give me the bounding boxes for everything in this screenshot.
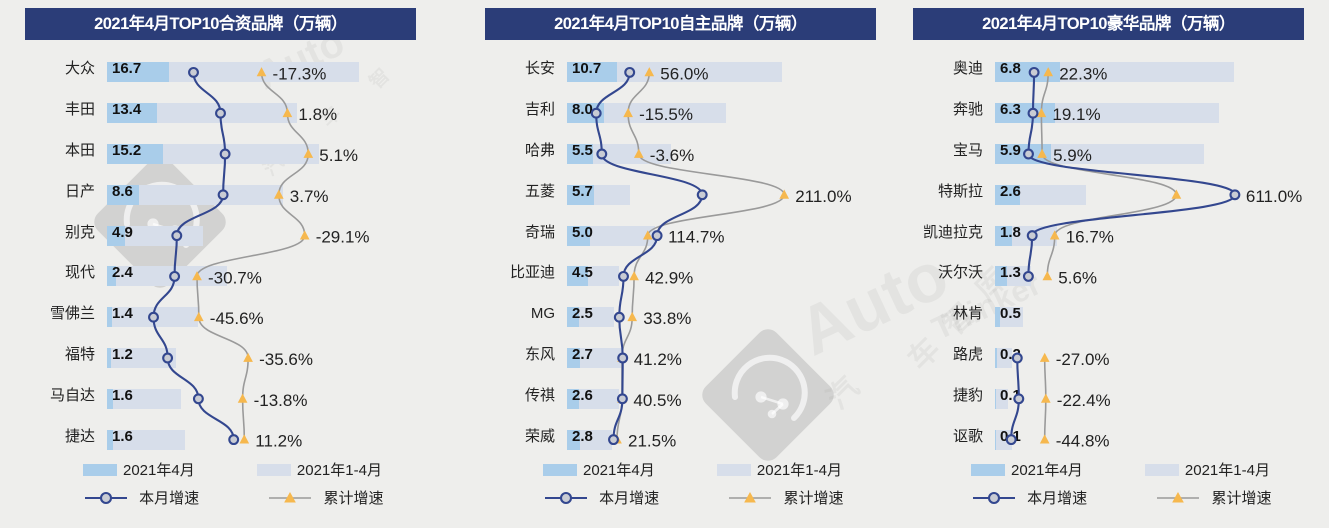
- svg-text:22.3%: 22.3%: [1059, 64, 1107, 83]
- svg-text:40.5%: 40.5%: [633, 391, 681, 410]
- svg-text:1.8%: 1.8%: [298, 105, 337, 124]
- svg-text:33.8%: 33.8%: [643, 309, 691, 328]
- svg-text:-22.4%: -22.4%: [1057, 391, 1111, 410]
- svg-text:114.7%: 114.7%: [668, 228, 724, 247]
- svg-text:-13.8%: -13.8%: [254, 391, 308, 410]
- svg-text:5.9%: 5.9%: [1053, 146, 1092, 165]
- svg-text:-35.6%: -35.6%: [259, 350, 313, 369]
- svg-text:11.2%: 11.2%: [255, 432, 302, 451]
- svg-text:-27.0%: -27.0%: [1056, 350, 1110, 369]
- svg-text:21.5%: 21.5%: [628, 432, 676, 451]
- svg-text:56.0%: 56.0%: [660, 64, 708, 83]
- svg-text:3.7%: 3.7%: [290, 187, 329, 206]
- svg-text:-45.6%: -45.6%: [210, 309, 264, 328]
- svg-text:-29.1%: -29.1%: [316, 228, 370, 247]
- svg-text:-17.3%: -17.3%: [273, 64, 327, 83]
- svg-text:-15.5%: -15.5%: [639, 105, 693, 124]
- svg-text:211.0%: 211.0%: [795, 187, 851, 206]
- svg-text:-30.7%: -30.7%: [208, 268, 262, 287]
- svg-text:5.1%: 5.1%: [319, 146, 358, 165]
- svg-text:16.7%: 16.7%: [1066, 228, 1114, 247]
- svg-text:-44.8%: -44.8%: [1056, 432, 1110, 451]
- svg-text:5.6%: 5.6%: [1058, 268, 1097, 287]
- svg-text:42.9%: 42.9%: [645, 268, 693, 287]
- svg-text:-3.6%: -3.6%: [650, 146, 694, 165]
- svg-text:41.2%: 41.2%: [634, 350, 682, 369]
- svg-text:611.0%: 611.0%: [1246, 187, 1302, 206]
- svg-text:19.1%: 19.1%: [1052, 105, 1100, 124]
